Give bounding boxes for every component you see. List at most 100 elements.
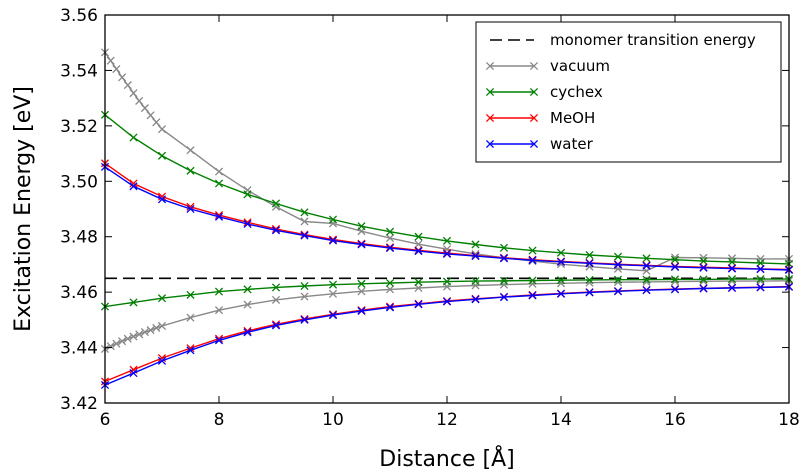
data-point-marker: [300, 281, 309, 291]
y-tick-label: 3.54: [60, 61, 98, 81]
data-point-marker: [271, 199, 281, 208]
data-point-marker: [385, 234, 395, 243]
data-point-marker: [613, 260, 623, 269]
data-point-marker: [129, 182, 138, 191]
data-point-marker: [727, 275, 737, 284]
data-point-marker: [157, 195, 167, 204]
data-point-marker: [385, 285, 395, 294]
legend-label: MeOH: [550, 109, 595, 127]
data-point-marker: [556, 289, 566, 298]
legend-item: vacuum: [485, 57, 610, 75]
data-point-marker: [152, 118, 161, 127]
legend: monomer transition energy vacuum cychex MeO…: [475, 21, 782, 163]
data-point-marker: [129, 179, 138, 188]
x-axis-label: Distance [Å]: [379, 445, 514, 472]
data-point-marker: [699, 284, 708, 293]
data-point-marker: [328, 280, 338, 289]
data-point-marker: [699, 275, 708, 284]
data-point-marker: [442, 277, 452, 286]
data-point-marker: [106, 56, 115, 65]
data-point-marker: [146, 111, 155, 120]
data-point-marker: [152, 323, 161, 332]
data-point-marker: [670, 262, 680, 271]
legend-label: cychex: [550, 83, 603, 101]
data-point-marker: [585, 262, 594, 271]
data-point-marker: [699, 257, 708, 266]
data-point-marker: [357, 287, 366, 296]
data-point-marker: [271, 321, 281, 330]
data-point-marker: [471, 240, 480, 249]
data-point-marker: [157, 321, 167, 331]
data-point-marker: [118, 73, 127, 82]
data-point-marker: [135, 96, 144, 105]
data-point-marker: [214, 179, 224, 188]
data-point-marker: [300, 231, 309, 240]
data-point-marker: [442, 249, 452, 258]
data-point-marker: [670, 255, 680, 264]
data-point-marker: [300, 208, 309, 217]
data-point-marker: [300, 217, 309, 226]
data-point-marker: [670, 275, 680, 284]
x-tick-label: 6: [100, 410, 111, 430]
legend-item: monomer transition energy: [490, 31, 756, 49]
data-point-marker: [123, 334, 132, 343]
data-point-marker: [699, 263, 708, 272]
data-point-marker: [556, 276, 566, 285]
data-point-marker: [300, 292, 309, 301]
data-point-marker: [528, 279, 537, 288]
data-point-marker: [328, 311, 338, 320]
data-point-marker: [442, 297, 452, 306]
data-point-marker: [186, 313, 195, 322]
y-tick-label: 3.56: [60, 6, 98, 26]
data-point-marker: [186, 290, 195, 299]
data-point-marker: [471, 295, 480, 304]
data-point-marker: [471, 276, 480, 286]
data-point-marker: [328, 236, 338, 245]
data-point-marker: [328, 219, 338, 228]
y-tick-label: 3.52: [60, 117, 98, 137]
data-point-marker: [157, 356, 167, 365]
data-point-marker: [499, 254, 509, 263]
data-point-marker: [556, 257, 566, 266]
data-point-marker: [385, 227, 395, 236]
data-point-marker: [300, 230, 309, 239]
data-point-marker: [243, 300, 252, 309]
data-point-marker: [699, 253, 708, 262]
data-point-marker: [214, 167, 224, 176]
legend-label: monomer transition energy: [550, 31, 756, 49]
y-tick-label: 3.44: [60, 339, 98, 359]
data-point-marker: [585, 275, 594, 285]
data-point-marker: [442, 236, 452, 245]
data-point-marker: [528, 276, 537, 285]
data-point-marker: [186, 166, 195, 175]
data-point-marker: [214, 212, 224, 221]
data-point-marker: [271, 226, 281, 235]
data-point-marker: [642, 286, 651, 295]
data-point-marker: [328, 215, 338, 224]
data-point-marker: [727, 254, 737, 263]
data-point-marker: [528, 291, 537, 300]
legend-marker: [529, 87, 539, 97]
data-point-marker: [243, 328, 252, 337]
data-point-marker: [129, 369, 138, 378]
data-point-marker: [243, 219, 252, 229]
series-cychex: [100, 110, 794, 311]
data-point-marker: [214, 336, 224, 345]
data-point-marker: [140, 327, 149, 337]
data-point-marker: [186, 204, 195, 214]
legend-item: cychex: [485, 83, 603, 101]
legend-marker: [529, 139, 539, 149]
legend-label: vacuum: [550, 57, 610, 75]
data-point-marker: [243, 285, 252, 294]
data-point-marker: [499, 293, 509, 302]
data-point-marker: [414, 247, 423, 256]
data-point-marker: [328, 289, 338, 298]
legend-marker: [529, 61, 539, 71]
legend-marker: [485, 87, 495, 97]
data-point-marker: [129, 133, 138, 142]
data-point-marker: [186, 346, 195, 355]
data-point-marker: [642, 261, 651, 270]
data-point-marker: [414, 300, 423, 309]
plot-content: [100, 48, 794, 390]
data-point-marker: [613, 287, 623, 296]
